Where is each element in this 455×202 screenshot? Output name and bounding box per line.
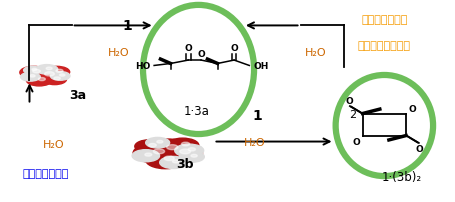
Circle shape: [26, 75, 52, 86]
Circle shape: [191, 155, 197, 157]
Text: 3a: 3a: [69, 88, 86, 101]
Text: 分解が顕著に減速: 分解が顕著に減速: [357, 41, 410, 51]
Circle shape: [146, 139, 190, 159]
Circle shape: [30, 75, 35, 78]
Circle shape: [146, 138, 169, 148]
Circle shape: [44, 67, 70, 78]
Text: 1·3a: 1·3a: [183, 104, 209, 117]
Text: H₂O: H₂O: [43, 139, 64, 149]
Circle shape: [45, 72, 54, 77]
Circle shape: [133, 144, 177, 163]
Circle shape: [38, 78, 45, 81]
Text: HO: HO: [135, 62, 150, 71]
Text: O: O: [415, 145, 423, 154]
Circle shape: [32, 69, 37, 71]
Text: O: O: [344, 96, 352, 105]
Circle shape: [166, 145, 177, 150]
Circle shape: [148, 144, 156, 147]
Text: 3b: 3b: [176, 157, 193, 170]
Circle shape: [132, 150, 159, 162]
Text: カプセル内では: カプセル内では: [360, 15, 407, 25]
Circle shape: [54, 78, 60, 80]
Text: O: O: [408, 104, 415, 113]
Circle shape: [188, 148, 195, 151]
Circle shape: [20, 67, 47, 79]
Circle shape: [145, 153, 152, 156]
Circle shape: [145, 151, 185, 169]
Text: O: O: [230, 44, 238, 53]
Circle shape: [20, 73, 40, 82]
Circle shape: [59, 74, 65, 77]
Circle shape: [160, 144, 202, 163]
Circle shape: [174, 144, 203, 157]
Circle shape: [166, 138, 198, 153]
Text: H₂O: H₂O: [243, 137, 264, 147]
Circle shape: [46, 68, 52, 70]
Circle shape: [172, 160, 179, 163]
Text: H₂O: H₂O: [304, 48, 326, 58]
Circle shape: [164, 156, 174, 161]
Text: 1: 1: [122, 19, 132, 33]
Text: 直ちに加水分解: 直ちに加水分解: [23, 168, 69, 178]
Text: O: O: [184, 44, 192, 53]
Text: 2: 2: [349, 109, 355, 119]
Circle shape: [33, 70, 40, 74]
Circle shape: [181, 142, 189, 146]
Circle shape: [159, 157, 187, 169]
Circle shape: [56, 70, 63, 73]
Circle shape: [28, 68, 63, 84]
Text: OH: OH: [253, 62, 268, 71]
Circle shape: [50, 72, 70, 81]
Circle shape: [153, 149, 164, 154]
Circle shape: [24, 67, 41, 75]
Circle shape: [179, 152, 204, 162]
Circle shape: [135, 140, 164, 153]
Circle shape: [36, 65, 58, 75]
Circle shape: [179, 149, 190, 154]
Text: O: O: [352, 137, 359, 146]
Circle shape: [157, 141, 162, 143]
Text: 1: 1: [252, 108, 262, 122]
Text: H₂O: H₂O: [107, 48, 129, 58]
Text: O: O: [197, 50, 204, 59]
Text: 1·(3b)₂: 1·(3b)₂: [381, 170, 421, 183]
Circle shape: [43, 75, 66, 85]
